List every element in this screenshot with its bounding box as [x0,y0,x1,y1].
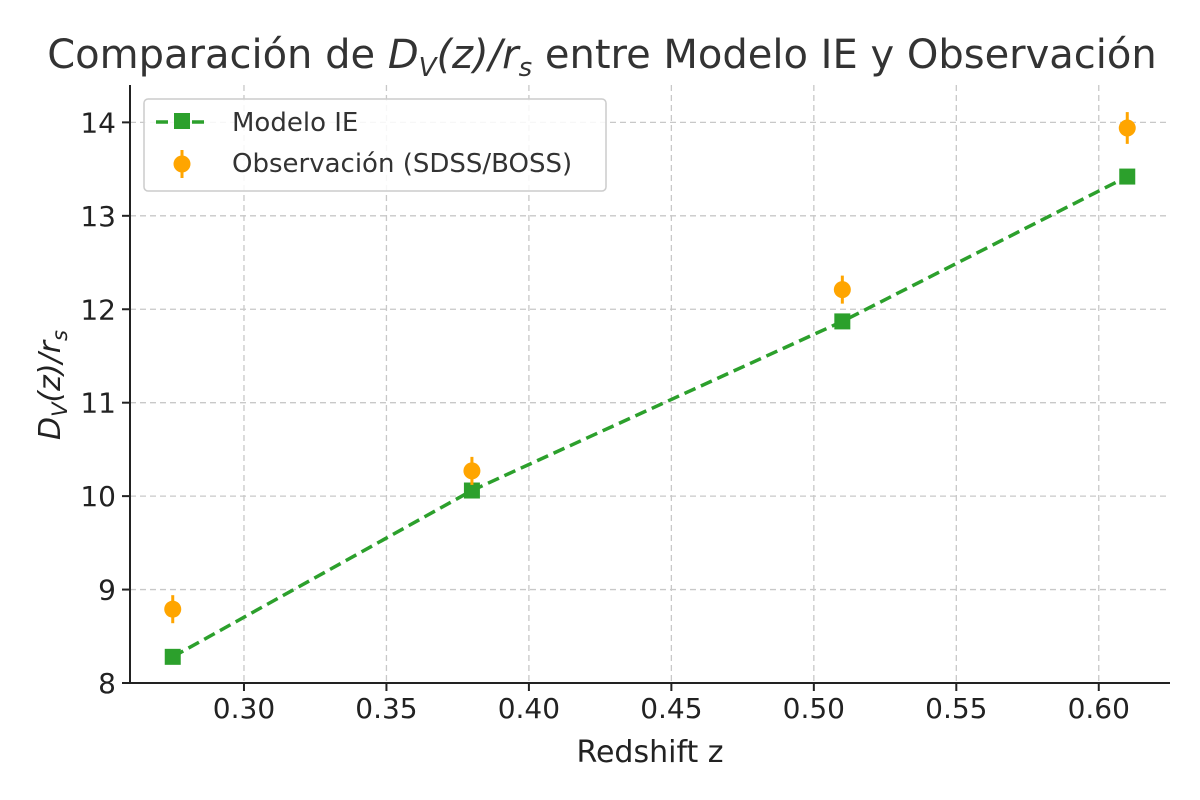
x-tick-label: 0.55 [925,692,987,725]
observacion-point [463,462,481,480]
observacion-point [1118,119,1136,137]
series-lines [171,175,1129,659]
x-tick-label: 0.45 [640,692,702,725]
modelo-ie-point [463,482,480,499]
y-tick-label: 8 [98,667,116,700]
legend-marker-modelo-ie [174,113,190,129]
y-axis-label-main: D [33,417,68,440]
legend-frame [143,98,607,192]
x-tick-label: 0.40 [498,692,560,725]
legend: Modelo IE Observación (SDSS/BOSS) [143,98,607,192]
series-line-modelo-ie [171,175,1129,659]
ticks: 0.30 0.35 0.40 0.45 0.50 0.55 0.60 8 9 10 11 12 13 14 [80,106,1130,725]
y-axis-label-sub: V [48,401,72,417]
legend-label-observacion: Observación (SDSS/BOSS) [232,149,572,179]
y-axis-label-main2: r [33,339,68,353]
modelo-ie-point [834,313,851,330]
chart-title-math-main2: r [502,32,521,78]
chart-title-math-main: D [388,32,419,78]
series-marks [164,112,1136,665]
observacion-point [833,281,851,299]
chart-title: Comparación de DV(z)/rs entre Modelo IE … [47,32,1156,83]
y-tick-label: 12 [80,293,116,326]
chart-title-math-sub2: s [519,53,533,83]
y-tick-label: 9 [98,574,116,607]
chart-title-math-sub: V [419,53,439,83]
y-axis-label-sub2: s [48,330,72,341]
observacion-point [164,600,182,618]
modelo-ie-point [1119,168,1136,185]
chart-title-math-mid: (z)/ [436,32,506,78]
x-tick-label: 0.35 [355,692,417,725]
y-axis-label-mid: (z)/ [33,350,68,402]
y-tick-label: 13 [80,200,116,233]
axes [129,85,1170,684]
legend-marker-observacion [173,155,191,173]
chart-title-prefix: Comparación de [47,32,388,78]
y-tick-label: 10 [80,480,116,513]
legend-label-modelo-ie: Modelo IE [232,108,358,138]
x-tick-label: 0.30 [213,692,275,725]
modelo-ie-point [164,648,181,665]
y-tick-label: 11 [80,387,116,420]
chart-title-suffix: entre Modelo IE y Observación [532,32,1157,78]
x-tick-label: 0.60 [1068,692,1130,725]
x-axis-label: Redshift z [576,735,723,770]
y-axis-label: DV(z)/rs [33,330,72,440]
y-tick-label: 14 [80,106,116,139]
x-tick-label: 0.50 [783,692,845,725]
